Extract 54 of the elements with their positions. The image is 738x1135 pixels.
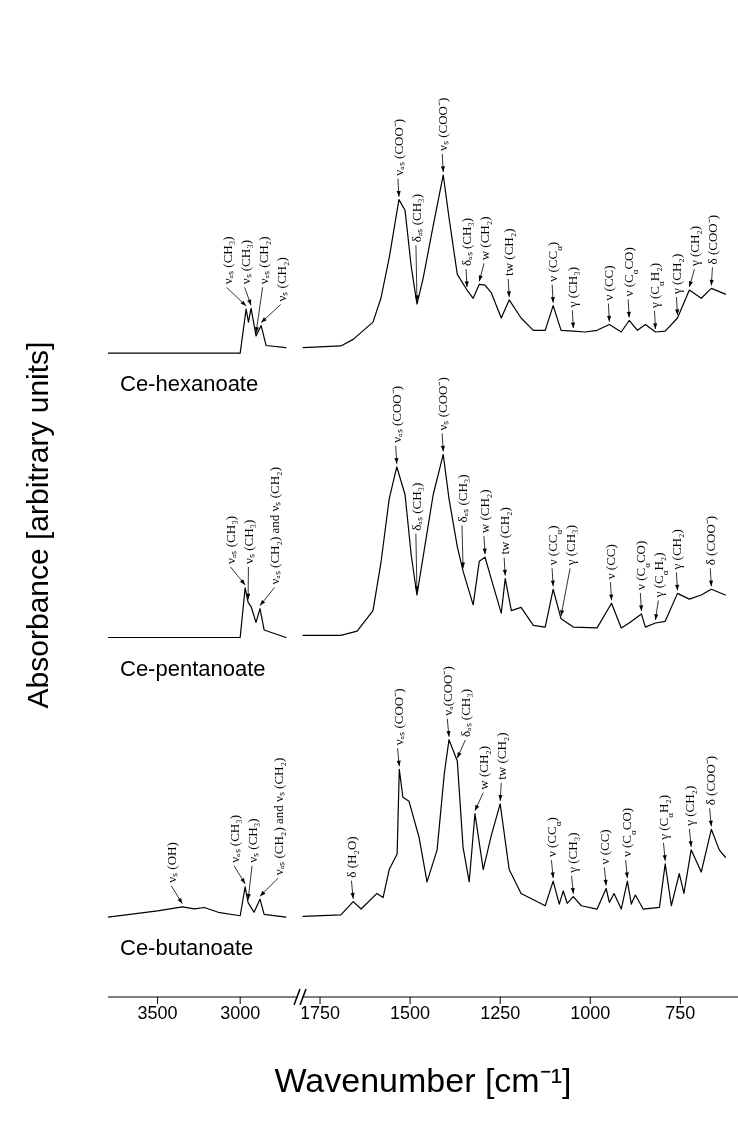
annotation: νₛ (CH₂) <box>273 257 289 302</box>
annotation: ν (CC) <box>597 829 613 865</box>
annotation: δ (H₂O) <box>344 836 360 878</box>
annotation: δ (COO⁻) <box>702 755 718 806</box>
annotation: νₛ (CH₃) <box>245 818 261 863</box>
annotation: w (CH₂) <box>476 489 492 534</box>
annotation: δ (COO⁻) <box>703 515 719 566</box>
annotation: δₐₛ (CH₃) <box>459 217 475 267</box>
x-tick-label: 1750 <box>299 1002 341 1023</box>
annotation: νₐ(COO⁻) <box>440 666 456 716</box>
annotation: νₐₛ (COO⁻) <box>390 118 406 176</box>
annotation: νₐₛ (CH₂) and νₛ (CH₂) <box>267 467 283 585</box>
annotation: δₐₛ (CH₃) <box>454 474 470 523</box>
annotation: tw (CH₂) <box>501 228 517 276</box>
annotation: γ (CH₂) <box>669 529 685 571</box>
annotation: ν (CC) <box>603 544 619 580</box>
y-axis-title: Absorbance [arbitrary units] <box>21 340 55 711</box>
x-tick-label: 1500 <box>390 1002 431 1023</box>
annotation: νₛ (COO⁻) <box>435 97 451 151</box>
annotation: δₐₛ (CH₃) <box>408 194 424 243</box>
annotation: νₐₛ (COO⁻) <box>388 385 404 443</box>
annotation: ν (CC) <box>601 265 617 301</box>
series-label: Ce-butanoate <box>120 935 254 961</box>
x-tick-label: 3000 <box>220 1002 261 1023</box>
annotation: tw (CH₂) <box>497 507 513 555</box>
x-tick-label: 1250 <box>480 1002 521 1023</box>
annotation: γ (CH₃) <box>565 266 581 309</box>
annotation: γ (CH₃) <box>564 832 580 874</box>
annotation: w (CH₂) <box>476 745 492 790</box>
annotation: νₐₛ (COO⁻) <box>390 688 406 746</box>
x-tick-label: 750 <box>665 1002 696 1023</box>
annotation: δₐₛ (CH₃) <box>408 482 424 531</box>
annotation: νₐₛ (CH₂) <box>255 236 271 285</box>
x-tick-label: 1000 <box>570 1002 611 1023</box>
annotation: δ (COO⁻) <box>705 214 721 265</box>
annotation: tw (CH₂) <box>494 732 510 780</box>
annotation: νₐₛ (CH₃) <box>219 236 235 285</box>
annotation: νₛ (CH₃) <box>241 519 257 564</box>
annotation: νₐₛ (CH₃) <box>223 516 239 564</box>
annotation: γ (CH₂) <box>669 253 685 295</box>
annotation: γ (CH₂) <box>682 785 698 827</box>
annotation: νₐₛ (CH₂) and νₛ (CH₂) <box>271 757 287 876</box>
x-axis-title: Wavenumber [cm⁻¹] <box>273 1060 573 1101</box>
annotation: νₛ (CH₃) <box>237 239 253 285</box>
annotation: γ (CH₂) <box>687 225 703 268</box>
series-label: Ce-hexanoate <box>120 371 259 397</box>
annotation: δₐₛ (CH₃) <box>458 688 474 738</box>
annotation: νₐₛ (CH₃) <box>227 814 243 863</box>
annotation: γ (CH₃) <box>563 525 579 567</box>
annotation: νₛ (COO⁻) <box>435 377 451 431</box>
series-label: Ce-pentanoate <box>120 655 266 681</box>
x-tick-label: 3500 <box>137 1002 178 1023</box>
annotation: w (CH₂) <box>477 216 493 261</box>
annotation: νₛ (OH) <box>164 842 180 883</box>
